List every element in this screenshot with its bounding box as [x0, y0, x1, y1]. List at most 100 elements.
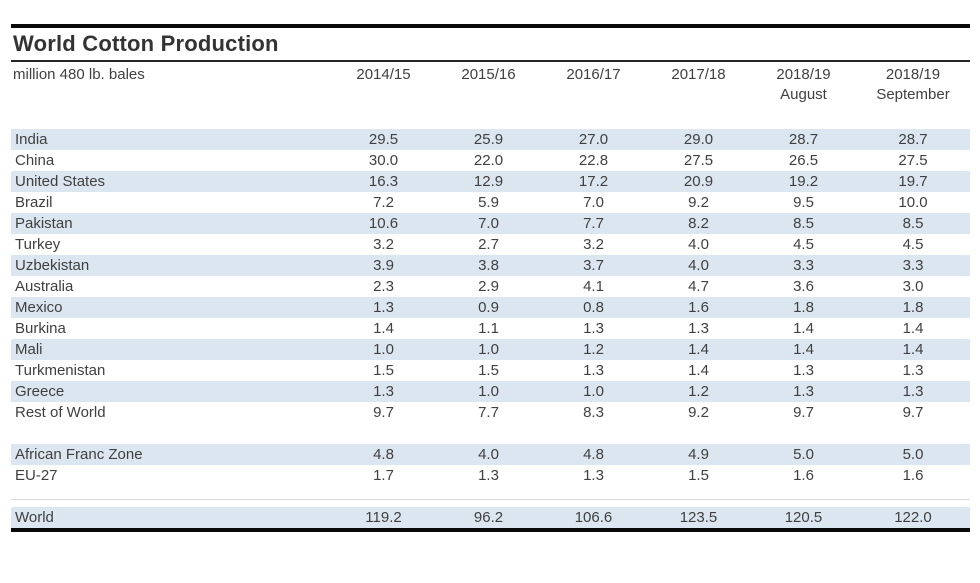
cell-value: 0.8 [583, 299, 604, 316]
cell-value: 20.9 [683, 173, 714, 190]
cell-value: 4.1 [583, 278, 604, 295]
cell-value: 22.0 [473, 152, 504, 169]
table-row: India 29.5 25.9 27.0 29.0 28.7 28.7 [11, 129, 970, 150]
cell-value: 3.7 [583, 257, 604, 274]
cell-value: 30.0 [368, 152, 399, 169]
cell-value: 1.4 [902, 320, 924, 337]
table-row: African Franc Zone 4.8 4.0 4.8 4.9 5.0 5.0 [11, 444, 970, 465]
cell-value: 27.5 [898, 152, 928, 169]
cell-value: 1.4 [688, 362, 709, 379]
section-spacer [11, 486, 970, 499]
cell-value: 1.3 [902, 362, 924, 379]
cell-value: 1.0 [478, 383, 499, 400]
row-label: China [15, 152, 55, 169]
cell-value: 1.6 [902, 467, 924, 484]
table-row: EU-27 1.7 1.3 1.3 1.5 1.6 1.6 [11, 465, 970, 486]
cell-value: 8.5 [793, 215, 814, 232]
row-label: Turkey [15, 236, 61, 253]
table-row: Turkey 3.2 2.7 3.2 4.0 4.5 4.5 [11, 234, 970, 255]
table-row: Pakistan 10.6 7.0 7.7 8.2 8.5 8.5 [11, 213, 970, 234]
cell-value: 5.9 [478, 194, 499, 211]
cell-value: 4.9 [688, 446, 709, 463]
cell-value: 3.3 [902, 257, 924, 274]
cell-value: 27.5 [683, 152, 714, 169]
cell-value: 4.0 [688, 236, 709, 253]
row-label: Mali [15, 341, 43, 358]
cell-value: 120.5 [784, 509, 823, 526]
table-row: Rest of World 9.7 7.7 8.3 9.2 9.7 9.7 [11, 402, 970, 423]
cell-value: 7.7 [478, 404, 499, 421]
cell-value: 19.2 [788, 173, 819, 190]
table-row: Burkina 1.4 1.1 1.3 1.3 1.4 1.4 [11, 318, 970, 339]
cell-value: 1.6 [793, 467, 814, 484]
cell-value: 16.3 [368, 173, 399, 190]
cell-value: 1.4 [793, 320, 814, 337]
cell-value: 8.2 [688, 215, 709, 232]
cell-value: 2.7 [478, 236, 499, 253]
cell-value: 106.6 [574, 509, 613, 526]
cell-value: 1.3 [793, 362, 814, 379]
cell-value: 1.8 [793, 299, 814, 316]
table-body: India 29.5 25.9 27.0 29.0 28.7 28.7 China 30.0 22… [11, 129, 970, 528]
column-header-sub: August [780, 86, 827, 103]
cell-value: 9.7 [902, 404, 924, 421]
column-header-year: 2016/17 [566, 66, 621, 83]
section-spacer [11, 500, 970, 507]
cell-value: 1.3 [583, 320, 604, 337]
column-header-2018-19-august: 2018/19 August [751, 65, 856, 105]
cell-value: 3.6 [793, 278, 814, 295]
row-label: Burkina [15, 320, 66, 337]
cell-value: 9.7 [373, 404, 394, 421]
column-header-year: 2018/19 [776, 66, 831, 83]
cell-value: 26.5 [788, 152, 819, 169]
cell-value: 1.3 [583, 362, 604, 379]
cell-value: 122.0 [894, 509, 932, 526]
table-row: World 119.2 96.2 106.6 123.5 120.5 122.0 [11, 507, 970, 528]
cell-value: 3.0 [902, 278, 924, 295]
cell-value: 119.2 [365, 509, 402, 526]
section-spacer [11, 423, 970, 444]
cell-value: 1.3 [478, 467, 499, 484]
cell-value: 4.0 [688, 257, 709, 274]
cell-value: 9.2 [688, 404, 709, 421]
cell-value: 4.5 [793, 236, 814, 253]
cell-value: 7.0 [478, 215, 499, 232]
units-label: million 480 lb. bales [13, 66, 145, 83]
cell-value: 1.1 [478, 320, 499, 337]
cell-value: 96.2 [473, 509, 504, 526]
row-label: India [15, 131, 48, 148]
cell-value: 28.7 [788, 131, 819, 148]
cell-value: 1.4 [688, 341, 709, 358]
column-header-year: 2017/18 [671, 66, 726, 83]
table-row: Brazil 7.2 5.9 7.0 9.2 9.5 10.0 [11, 192, 970, 213]
table-row: Mali 1.0 1.0 1.2 1.4 1.4 1.4 [11, 339, 970, 360]
cell-value: 8.3 [583, 404, 604, 421]
cell-value: 1.4 [902, 341, 924, 358]
cell-value: 7.0 [583, 194, 604, 211]
total-separator-rule [11, 499, 970, 500]
table-row: Turkmenistan 1.5 1.5 1.3 1.4 1.3 1.3 [11, 360, 970, 381]
row-label: Turkmenistan [15, 362, 106, 379]
cell-value: 10.6 [368, 215, 399, 232]
table-row: Greece 1.3 1.0 1.0 1.2 1.3 1.3 [11, 381, 970, 402]
cell-value: 9.7 [793, 404, 814, 421]
column-header-year: 2014/15 [356, 66, 411, 83]
cell-value: 8.5 [902, 215, 924, 232]
column-header-2014-15: 2014/15 [331, 65, 436, 85]
cell-value: 1.5 [688, 467, 709, 484]
table-row: Mexico 1.3 0.9 0.8 1.6 1.8 1.8 [11, 297, 970, 318]
cell-value: 1.3 [373, 383, 394, 400]
column-header-2015-16: 2015/16 [436, 65, 541, 85]
cell-value: 3.8 [478, 257, 499, 274]
cell-value: 9.2 [688, 194, 709, 211]
cell-value: 4.0 [478, 446, 499, 463]
row-label: United States [15, 173, 106, 190]
cell-value: 1.3 [793, 383, 814, 400]
table-row: China 30.0 22.0 22.8 27.5 26.5 27.5 [11, 150, 970, 171]
cell-value: 1.3 [688, 320, 709, 337]
cell-value: 1.4 [793, 341, 814, 358]
row-label: Brazil [15, 194, 53, 211]
row-label: Uzbekistan [15, 257, 90, 274]
bottom-rule [11, 528, 970, 532]
world-cotton-production-table: World Cotton Production million 480 lb. … [11, 24, 970, 532]
